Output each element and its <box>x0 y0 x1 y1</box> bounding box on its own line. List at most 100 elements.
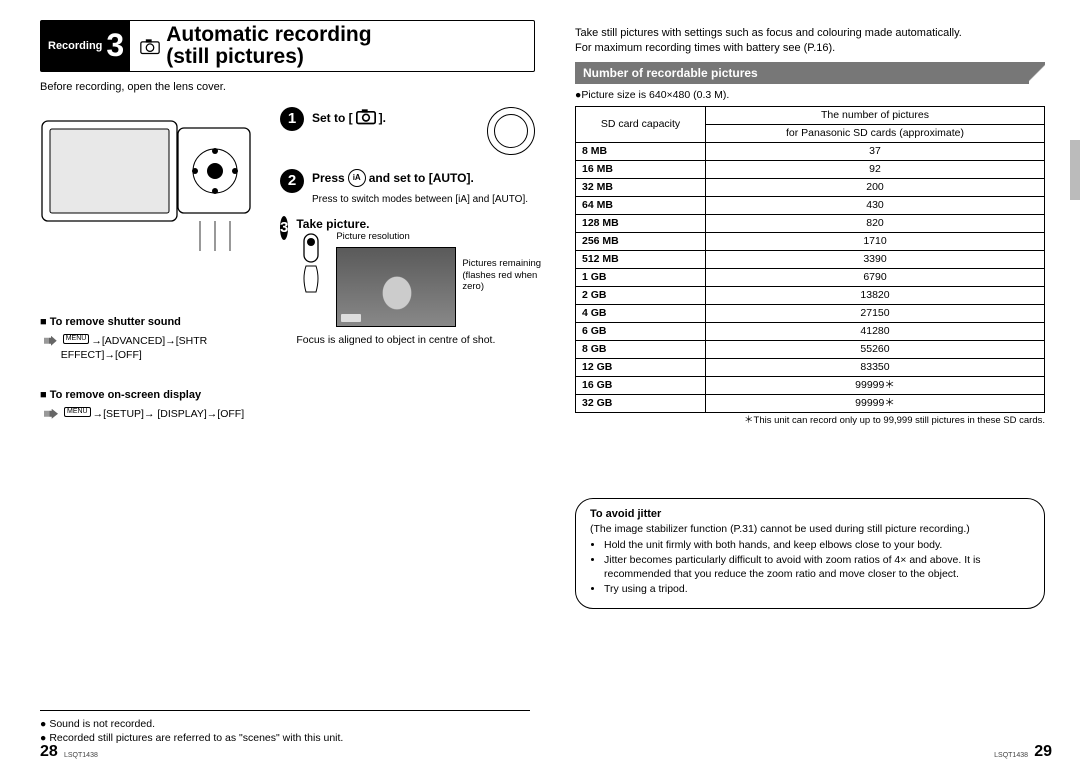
tip-shutter: To remove shutter sound MENU→[ADVANCED]→… <box>40 315 270 362</box>
warning-title: To avoid jitter <box>590 507 1030 522</box>
jitter-warning-box: To avoid jitter (The image stabilizer fu… <box>575 498 1045 609</box>
tip-shutter-body: MENU→[ADVANCED]→[SHTR EFFECT]→[OFF] <box>44 334 270 362</box>
capacity-cell: 128 MB <box>576 215 706 233</box>
warning-item: Hold the unit firmly with both hands, an… <box>604 538 1030 552</box>
page-number-right: 29 <box>1034 741 1052 763</box>
focus-note: Focus is aligned to object in centre of … <box>296 333 552 347</box>
table-row: 64 MB430 <box>576 197 1045 215</box>
menu-label: MENU <box>64 407 91 417</box>
step-2: 2 Press iA and set to [AUTO]. Press to s… <box>280 169 540 206</box>
right-intro: Take still pictures with settings such a… <box>575 26 1045 56</box>
doc-code-left: LSQT1438 <box>64 751 98 760</box>
capacity-cell: 12 GB <box>576 359 706 377</box>
step-1-badge: 1 <box>280 107 304 131</box>
col-count-a: The number of pictures <box>706 107 1045 125</box>
tip-display: To remove on-screen display MENU→[SETUP]… <box>40 388 270 421</box>
capacity-cell: 16 GB <box>576 377 706 395</box>
doc-code-right: LSQT1438 <box>994 751 1028 760</box>
camera-icon <box>356 107 376 129</box>
table-row: 8 MB37 <box>576 143 1045 161</box>
col-capacity: SD card capacity <box>576 107 706 143</box>
warning-list: Hold the unit firmly with both hands, an… <box>590 538 1030 597</box>
left-page: Recording 3 Automatic recording (still p… <box>40 20 535 757</box>
table-row: 128 MB820 <box>576 215 1045 233</box>
capacity-cell: 32 GB <box>576 395 706 413</box>
count-cell: 13820 <box>706 287 1045 305</box>
title-black-box: Recording 3 <box>40 20 130 72</box>
remaining-label: Pictures remaining (flashes red when zer… <box>462 258 552 292</box>
step-number: 3 <box>106 29 124 63</box>
step-3-title: Take picture. <box>296 216 552 232</box>
capacity-cell: 6 GB <box>576 323 706 341</box>
arrow-icon <box>44 336 57 346</box>
side-tab <box>1070 140 1080 200</box>
capacity-cell: 8 GB <box>576 341 706 359</box>
count-cell: 27150 <box>706 305 1045 323</box>
capacity-cell: 2 GB <box>576 287 706 305</box>
capacity-cell: 512 MB <box>576 251 706 269</box>
table-row: 32 GB99999＊ <box>576 395 1045 413</box>
table-row: 16 MB92 <box>576 161 1045 179</box>
warning-intro: (The image stabilizer function (P.31) ca… <box>590 522 1030 536</box>
step-3: 3 Take picture. Picture resolution <box>280 216 540 347</box>
table-row: 32 MB200 <box>576 179 1045 197</box>
recordable-pictures-table: SD card capacity The number of pictures … <box>575 106 1045 413</box>
warning-item: Try using a tripod. <box>604 582 1030 596</box>
section-label: Recording <box>48 39 102 54</box>
step-2-badge: 2 <box>280 169 304 193</box>
table-row: 16 GB99999＊ <box>576 377 1045 395</box>
capacity-cell: 4 GB <box>576 305 706 323</box>
resolution-label: Picture resolution <box>336 232 456 242</box>
steps: 1 Set to [ ]. 2 Press <box>280 107 540 357</box>
left-main: To remove shutter sound MENU→[ADVANCED]→… <box>40 103 535 523</box>
table-row: 512 MB3390 <box>576 251 1045 269</box>
count-cell: 55260 <box>706 341 1045 359</box>
title-bar: Recording 3 Automatic recording (still p… <box>40 20 535 72</box>
section-bar: Number of recordable pictures <box>575 62 1045 84</box>
count-cell: 430 <box>706 197 1045 215</box>
capacity-cell: 32 MB <box>576 179 706 197</box>
footnotes: Sound is not recorded. Recorded still pi… <box>40 710 530 745</box>
table-row: 4 GB27150 <box>576 305 1045 323</box>
tip-display-body: MENU→[SETUP]→ [DISPLAY]→[OFF] <box>44 407 270 421</box>
table-row: 6 GB41280 <box>576 323 1045 341</box>
title-white-box: Automatic recording (still pictures) <box>130 20 535 72</box>
manual-spread: Recording 3 Automatic recording (still p… <box>0 0 1080 767</box>
right-page: Take still pictures with settings such a… <box>575 20 1045 757</box>
tip-shutter-title: To remove shutter sound <box>40 315 270 330</box>
table-row: 8 GB55260 <box>576 341 1045 359</box>
count-cell: 1710 <box>706 233 1045 251</box>
shutter-press-icon <box>296 232 326 302</box>
table-row: 256 MB1710 <box>576 233 1045 251</box>
count-cell: 99999＊ <box>706 377 1045 395</box>
capacity-cell: 1 GB <box>576 269 706 287</box>
footnote-2: Recorded still pictures are referred to … <box>40 731 530 745</box>
table-row: 2 GB13820 <box>576 287 1045 305</box>
count-cell: 3390 <box>706 251 1045 269</box>
footnote-1: Sound is not recorded. <box>40 717 530 731</box>
menu-label: MENU <box>63 334 90 344</box>
count-cell: 83350 <box>706 359 1045 377</box>
pic-size-note: Picture size is 640×480 (0.3 M). <box>575 88 1045 102</box>
capacity-cell: 64 MB <box>576 197 706 215</box>
step-1: 1 Set to [ ]. <box>280 107 540 131</box>
table-row: 12 GB83350 <box>576 359 1045 377</box>
mode-dial-icon <box>487 107 535 155</box>
ia-button-icon: iA <box>348 169 366 187</box>
count-cell: 820 <box>706 215 1045 233</box>
page-title: Automatic recording (still pictures) <box>166 24 371 68</box>
tip-display-title: To remove on-screen display <box>40 388 270 403</box>
capacity-cell: 8 MB <box>576 143 706 161</box>
count-cell: 99999＊ <box>706 395 1045 413</box>
capacity-cell: 16 MB <box>576 161 706 179</box>
arrow-icon <box>44 409 58 419</box>
intro-line: Before recording, open the lens cover. <box>40 80 535 95</box>
camera-illustration <box>40 103 258 253</box>
camera-icon <box>140 37 160 55</box>
count-cell: 37 <box>706 143 1045 161</box>
warning-item: Jitter becomes particularly difficult to… <box>604 553 1030 581</box>
count-cell: 92 <box>706 161 1045 179</box>
page-number-left: 28 <box>40 741 58 763</box>
count-cell: 200 <box>706 179 1045 197</box>
step-2-note: Press to switch modes between [iA] and [… <box>312 193 540 206</box>
